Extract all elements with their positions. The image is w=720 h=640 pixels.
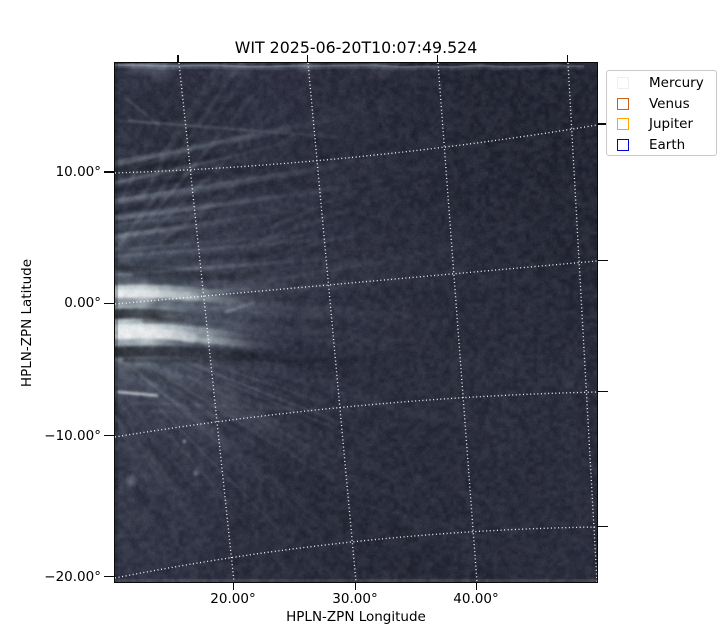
tick-mark (598, 390, 608, 392)
tick-mark (566, 55, 568, 62)
legend: Mercury Venus Jupiter Earth (606, 70, 717, 156)
tick-mark (475, 583, 477, 590)
tick-mark (104, 435, 114, 437)
legend-item-venus: Venus (607, 94, 716, 115)
tick-mark (598, 526, 608, 528)
legend-item-mercury: Mercury (607, 73, 716, 94)
tick-mark (232, 583, 234, 590)
tick-mark (306, 55, 308, 62)
tick-mark (598, 260, 608, 262)
sky-image (115, 63, 597, 582)
jupiter-marker-icon (617, 118, 629, 131)
gridline-lon-50 (567, 63, 597, 582)
x-tick-label-20: 20.00° (210, 591, 256, 607)
plot-title: WIT 2025-06-20T10:07:49.524 (234, 38, 478, 57)
tick-mark (104, 302, 114, 304)
y-axis-label: HPLN-ZPN Latitude (19, 258, 35, 388)
tick-mark (104, 576, 114, 578)
gridline-lat--20 (115, 526, 597, 579)
y-tick-label-0: 0.00° (64, 295, 101, 311)
gridline-lat--10 (115, 391, 597, 438)
x-tick-label-30: 30.00° (332, 591, 378, 607)
gridline-lon-40 (437, 63, 478, 582)
y-tick-label--10: −10.00° (44, 428, 101, 444)
y-tick-label--20: −20.00° (44, 569, 101, 585)
earth-marker-icon (617, 138, 629, 151)
tick-mark (177, 55, 179, 62)
tick-mark (598, 123, 608, 125)
tick-mark (354, 583, 356, 590)
x-tick-label-40: 40.00° (453, 591, 499, 607)
tick-mark (436, 55, 438, 62)
mercury-marker-icon (617, 77, 629, 90)
y-tick-label-10: 10.00° (55, 164, 101, 180)
legend-item-jupiter: Jupiter (607, 114, 716, 135)
gridline-lon-30 (307, 63, 357, 582)
legend-item-earth: Earth (607, 135, 716, 156)
coordinate-grid (115, 63, 597, 582)
gridline-lat-0 (115, 260, 597, 305)
gridline-lon-20 (178, 63, 235, 582)
venus-marker-icon (617, 97, 629, 110)
tick-mark (104, 171, 114, 173)
gridline-lat-10 (115, 124, 597, 174)
x-axis-label: HPLN-ZPN Longitude (286, 609, 426, 625)
plot-area (114, 62, 598, 583)
